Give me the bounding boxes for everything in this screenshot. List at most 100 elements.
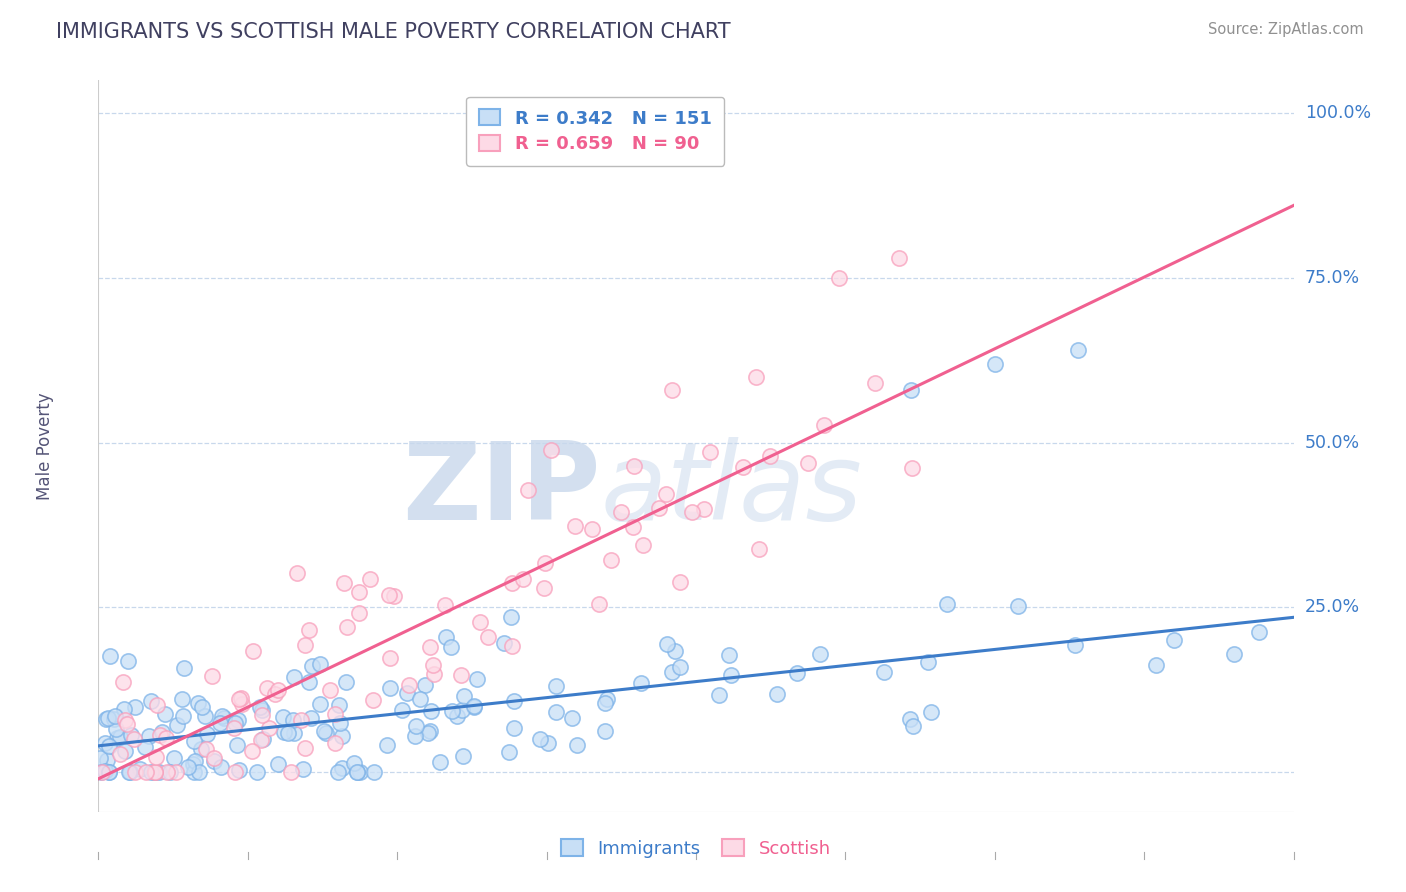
Point [498,745,520,759]
Point [183,757,205,772]
Point [786,665,808,680]
Point [89,750,111,764]
Point [537,736,560,750]
Point [450,668,472,682]
Point [117,654,139,668]
Point [503,694,526,708]
Point [669,660,692,674]
Point [693,502,716,516]
Point [413,678,436,692]
Point [104,709,127,723]
Point [422,657,444,672]
Point [91,765,114,780]
Point [267,682,290,697]
Point [250,707,273,722]
Point [149,728,172,742]
Point [249,699,271,714]
Legend: Immigrants, Scottish: Immigrants, Scottish [554,832,838,865]
Point [1063,639,1085,653]
Point [499,610,522,624]
Point [664,644,686,658]
Point [195,727,218,741]
Point [328,698,350,713]
Point [935,597,957,611]
Point [202,751,225,765]
Point [533,581,555,595]
Point [398,678,420,692]
Point [347,606,370,620]
Point [384,589,406,603]
Point [191,699,214,714]
Point [173,661,195,675]
Point [194,709,217,723]
Point [567,738,589,752]
Point [707,688,730,702]
Point [453,689,475,703]
Point [468,615,491,630]
Point [146,698,169,712]
Point [145,749,167,764]
Point [405,719,427,733]
Point [512,572,534,586]
Point [418,726,440,740]
Point [202,754,225,768]
Point [654,487,676,501]
Point [898,712,921,726]
Point [765,687,787,701]
Point [97,765,120,780]
Point [380,651,402,665]
Point [163,751,186,765]
Point [229,691,252,706]
Point [273,725,295,739]
Point [166,765,188,780]
Point [94,764,117,779]
Point [228,692,250,706]
Point [226,713,249,727]
Point [391,703,413,717]
Point [529,731,551,746]
Text: 100.0%: 100.0% [1305,104,1371,122]
Point [108,730,131,744]
Point [323,736,346,750]
Point [256,681,278,695]
Point [138,729,160,743]
Point [187,696,209,710]
Point [375,738,398,752]
Point [209,760,232,774]
Text: Male Poverty: Male Poverty [35,392,53,500]
Point [404,729,426,743]
Point [228,763,250,777]
Point [97,739,120,753]
Point [335,674,357,689]
Point [873,665,896,680]
Point [623,459,645,474]
Point [211,709,233,723]
Point [148,765,170,780]
Point [309,657,332,671]
Point [183,734,205,748]
Point [285,566,308,581]
Point [156,764,179,779]
Point [141,765,163,780]
Point [517,483,540,497]
Point [143,765,166,780]
Text: 50.0%: 50.0% [1305,434,1360,451]
Point [122,732,145,747]
Point [105,731,128,746]
Point [380,681,402,696]
Point [745,369,768,384]
Point [118,765,141,780]
Text: IMMIGRANTS VS SCOTTISH MALE POVERTY CORRELATION CHART: IMMIGRANTS VS SCOTTISH MALE POVERTY CORR… [56,22,731,42]
Point [298,674,321,689]
Point [920,705,942,719]
Point [900,383,922,397]
Point [96,753,118,767]
Point [294,638,316,652]
Point [194,741,217,756]
Point [112,702,135,716]
Point [183,765,205,780]
Point [103,712,125,726]
Point [1247,625,1270,640]
Point [600,553,623,567]
Point [440,640,463,655]
